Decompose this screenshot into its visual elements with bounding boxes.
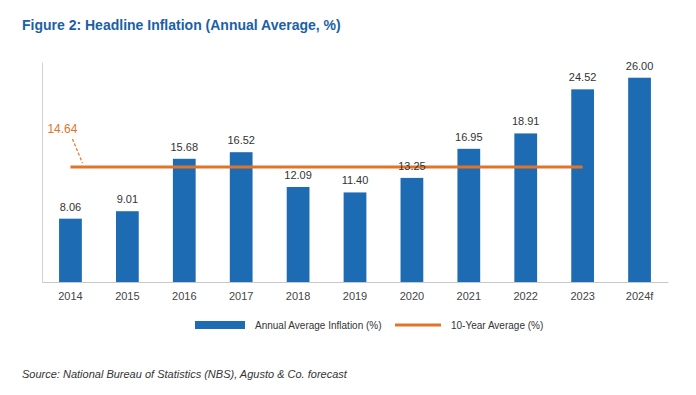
x-tick-label: 2024f bbox=[626, 290, 654, 302]
bar bbox=[287, 187, 310, 282]
x-tick: 2018 bbox=[286, 282, 310, 302]
data-label: 8.06 bbox=[60, 201, 81, 213]
x-axis: 2014 2015 2016 2017 2018 2019 2020 2021 2022 2023… bbox=[43, 282, 669, 302]
bar bbox=[457, 149, 480, 282]
x-tick-label: 2019 bbox=[343, 290, 367, 302]
annotation-leader bbox=[72, 139, 82, 163]
source: Source: National Bureau of Statistics (N… bbox=[22, 368, 348, 380]
x-tick: 2014 bbox=[58, 282, 82, 302]
data-label: 18.91 bbox=[512, 115, 540, 127]
plot-area bbox=[59, 78, 651, 282]
x-axis-line bbox=[43, 282, 669, 283]
x-tick: 2016 bbox=[172, 282, 196, 302]
legend-label: 10-Year Average (%) bbox=[451, 320, 543, 331]
data-label: 12.09 bbox=[284, 169, 312, 181]
annotation: 14.64 bbox=[47, 122, 77, 136]
x-tick-label: 2022 bbox=[513, 290, 537, 302]
bar bbox=[628, 78, 651, 282]
chart: Figure 2: Headline Inflation (Annual Ave… bbox=[0, 0, 696, 395]
x-tick: 2024f bbox=[626, 282, 654, 302]
x-tick-label: 2023 bbox=[570, 290, 594, 302]
title: Figure 2: Headline Inflation (Annual Ave… bbox=[22, 17, 341, 33]
data-label: 26.00 bbox=[626, 60, 654, 72]
x-tick-label: 2014 bbox=[58, 290, 82, 302]
data-label: 9.01 bbox=[117, 193, 138, 205]
bar bbox=[230, 152, 253, 282]
legend-swatch bbox=[395, 324, 441, 327]
bar bbox=[59, 219, 82, 282]
bar bbox=[173, 159, 196, 282]
x-tick-label: 2017 bbox=[229, 290, 253, 302]
bar bbox=[401, 178, 424, 282]
data-label: 16.95 bbox=[455, 131, 483, 143]
legend-swatch bbox=[195, 321, 245, 329]
legend: Annual Average Inflation (%) 10-Year Aver… bbox=[195, 320, 543, 331]
bar bbox=[116, 211, 139, 282]
y-axis bbox=[42, 63, 43, 283]
x-tick-label: 2021 bbox=[457, 290, 481, 302]
x-tick: 2023 bbox=[570, 282, 594, 302]
x-tick-label: 2018 bbox=[286, 290, 310, 302]
average-line bbox=[70, 165, 582, 168]
x-tick: 2019 bbox=[343, 282, 367, 302]
data-label: 24.52 bbox=[569, 71, 597, 83]
x-tick: 2015 bbox=[115, 282, 139, 302]
x-tick: 2017 bbox=[229, 282, 253, 302]
x-tick-label: 2020 bbox=[400, 290, 424, 302]
x-tick-label: 2015 bbox=[115, 290, 139, 302]
bar bbox=[514, 133, 537, 282]
data-labels: 8.06 9.01 15.68 16.52 12.09 11.40 13.25 16.95 18… bbox=[60, 60, 654, 213]
data-label: 11.40 bbox=[342, 174, 369, 186]
y-axis-line bbox=[42, 63, 43, 283]
data-label: 15.68 bbox=[171, 141, 199, 153]
x-tick: 2022 bbox=[513, 282, 537, 302]
data-label: 16.52 bbox=[227, 134, 255, 146]
x-tick: 2021 bbox=[457, 282, 481, 302]
bar bbox=[344, 192, 367, 282]
x-tick: 2020 bbox=[400, 282, 424, 302]
legend-label: Annual Average Inflation (%) bbox=[255, 320, 382, 331]
data-label: 13.25 bbox=[398, 160, 426, 172]
bar bbox=[571, 89, 594, 282]
x-tick-label: 2016 bbox=[172, 290, 196, 302]
